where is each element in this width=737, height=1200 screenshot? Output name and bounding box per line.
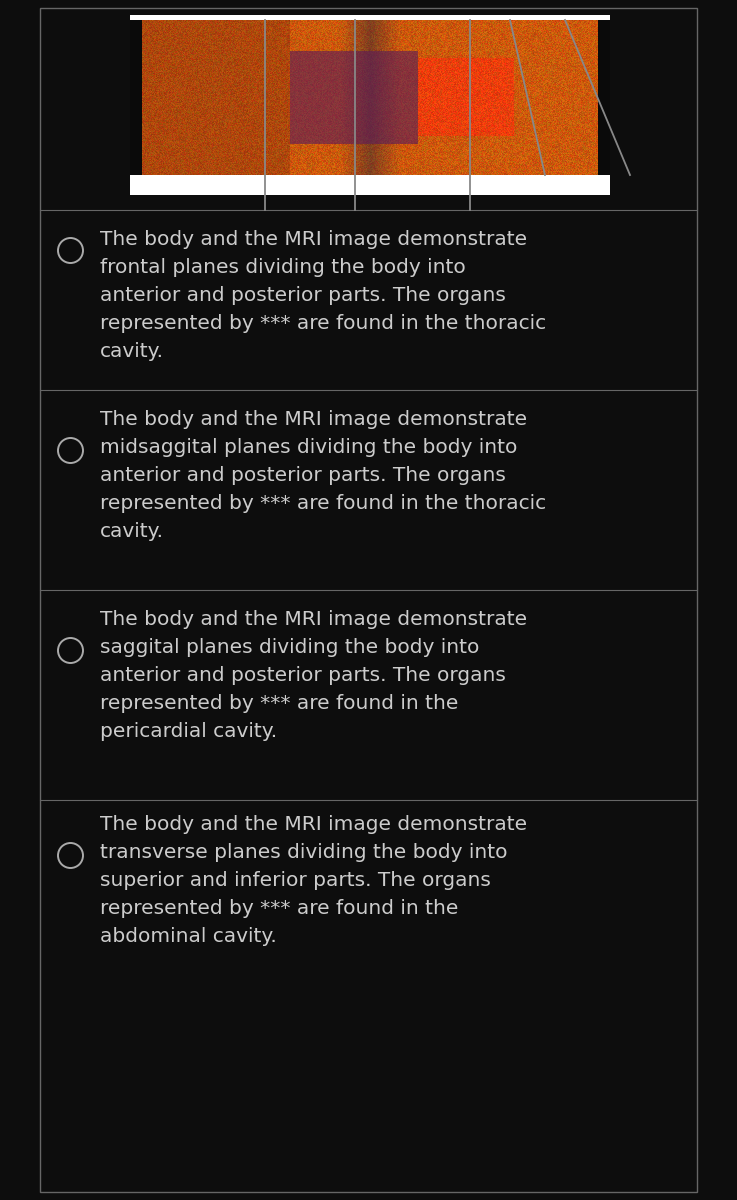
- Text: The body and the MRI image demonstrate
frontal planes dividing the body into
ant: The body and the MRI image demonstrate f…: [100, 230, 546, 361]
- Text: The body and the MRI image demonstrate
transverse planes dividing the body into
: The body and the MRI image demonstrate t…: [100, 815, 527, 946]
- Bar: [610, 14, 689, 194]
- Bar: [40, 8, 697, 1192]
- Text: The body and the MRI image demonstrate
saggital planes dividing the body into
an: The body and the MRI image demonstrate s…: [100, 610, 527, 740]
- Text: The body and the MRI image demonstrate
midsaggital planes dividing the body into: The body and the MRI image demonstrate m…: [100, 410, 546, 541]
- Bar: [48, 14, 689, 194]
- Bar: [48, 14, 130, 194]
